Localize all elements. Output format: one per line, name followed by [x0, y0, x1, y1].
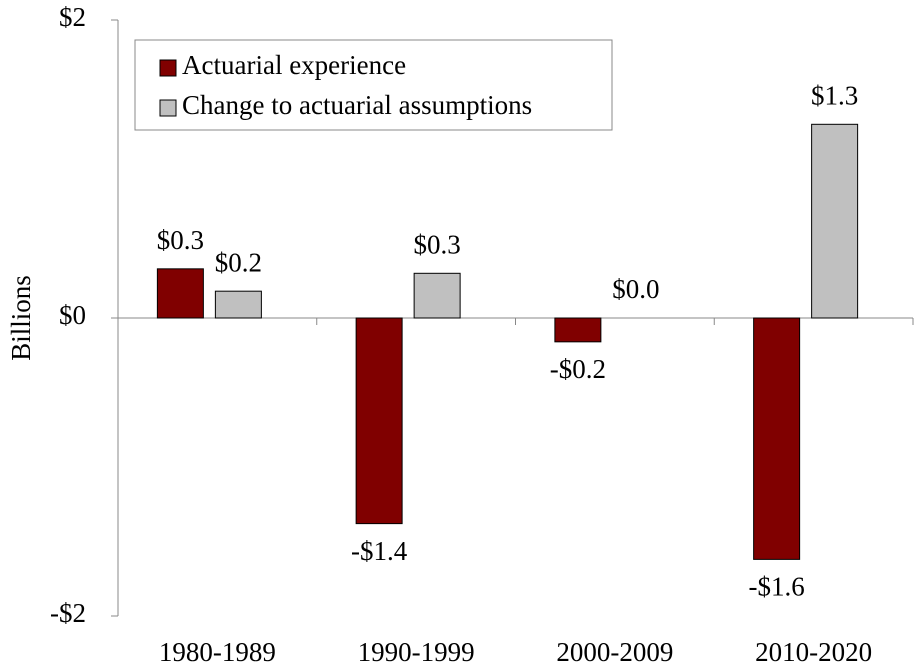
bar: [753, 317, 801, 560]
y-axis-label: Billions: [6, 275, 36, 361]
value-label: -$0.2: [550, 354, 606, 384]
legend-label: Change to actuarial assumptions: [182, 90, 532, 120]
bar: [156, 268, 204, 319]
y-tick-label: $0: [59, 300, 86, 330]
legend-box: [134, 39, 613, 131]
value-label: $0.3: [157, 225, 204, 255]
legend-swatch: [159, 59, 177, 77]
bar: [413, 272, 461, 319]
value-label: -$1.6: [749, 572, 805, 602]
y-tick-label: -$2: [50, 598, 86, 628]
x-tick-label: 2000-2009: [556, 637, 673, 667]
value-label: $0.2: [215, 247, 262, 277]
bar: [554, 317, 602, 343]
bar: [811, 123, 859, 319]
x-tick-label: 1990-1999: [358, 637, 475, 667]
value-label: $0.0: [612, 274, 659, 304]
x-tick-label: 1980-1989: [159, 637, 276, 667]
legend-label: Actuarial experience: [182, 50, 406, 80]
value-label: -$1.4: [351, 536, 408, 566]
y-tick-label: $2: [59, 2, 86, 32]
x-tick-label: 2010-2020: [755, 637, 872, 667]
value-label: $0.3: [414, 230, 461, 260]
bar: [355, 317, 403, 525]
value-label: $1.3: [811, 81, 858, 111]
bar: [214, 290, 262, 319]
legend-swatch: [159, 99, 177, 117]
